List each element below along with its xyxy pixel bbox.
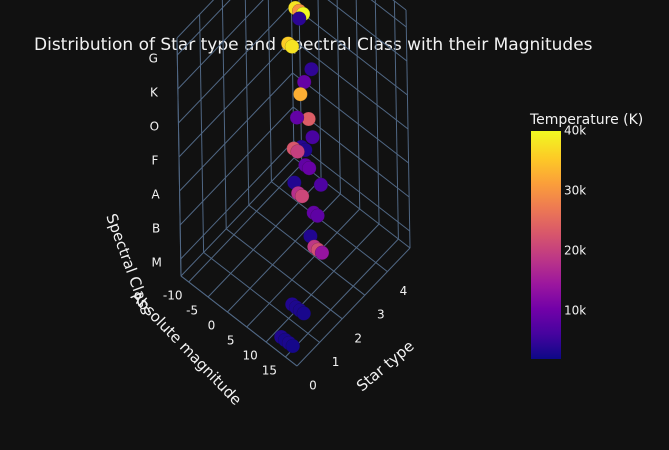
x-tick-label: 3 [377,308,385,322]
x-tick-label: 0 [309,379,317,393]
data-point[interactable] [301,160,317,176]
cube-edge [296,247,411,367]
colorbar-tick-label: 40k [564,124,586,138]
colorbar-tick-label: 30k [564,184,586,198]
z-tick-label: F [152,154,159,168]
grid-line [327,0,408,62]
cube-edge [405,9,411,249]
x-tick-label: 1 [332,355,340,369]
data-point[interactable] [305,129,320,145]
grid-line [291,4,408,96]
data-point[interactable] [296,306,312,321]
cube-edge [290,0,295,159]
z-tick-label: G [149,52,158,66]
y-tick-label: 10 [242,349,257,363]
y-tick-label: 5 [227,334,235,348]
x-tick-label: 2 [354,331,362,345]
colorbar: Temperature (K) 10k 20k 30k 40k [529,112,643,359]
grid-line [225,228,343,320]
grid-line [246,208,361,328]
grid-line [177,0,264,90]
points-layer [273,0,330,354]
data-point[interactable] [313,177,329,193]
z-tick-label: K [150,86,159,100]
z-tick-label: O [150,120,159,134]
x-tick-label: 4 [400,284,408,298]
data-point[interactable] [289,110,305,125]
y-tick-label: 0 [208,319,216,333]
data-point[interactable] [310,208,325,224]
data-point[interactable] [291,11,307,26]
grid-line [244,0,250,206]
colorbar-gradient [531,131,561,359]
grid-line [179,106,294,226]
x-axis-label: Star type [353,337,417,395]
z-tick-label: B [152,222,160,236]
grid-line [370,0,407,28]
data-point[interactable] [294,188,310,204]
grid-line [178,38,293,158]
data-point[interactable] [293,86,308,102]
grid-line [179,72,293,192]
data-point[interactable] [314,245,330,261]
data-point[interactable] [284,39,300,54]
data-point[interactable] [285,338,301,354]
grid-line [291,38,409,130]
cube-edge [180,157,295,277]
chart-title: Distribution of Star type and Spectral C… [34,35,593,55]
grid-line [292,72,409,164]
y-tick-label: 15 [262,364,277,378]
grid-line [188,163,303,283]
grid-line [336,0,341,195]
grid-line [178,4,292,124]
cube-edge [180,275,298,367]
colorbar-ticks: 10k 20k 30k 40k [564,124,586,318]
cube-edge [176,0,215,39]
colorbar-title: Temperature (K) [529,112,643,128]
data-point[interactable] [290,144,305,159]
colorbar-tick-label: 10k [564,304,586,318]
y-tick-label: -10 [163,289,183,303]
cube-edge [176,37,182,277]
grid-line [355,0,361,210]
colorbar-tick-label: 20k [564,244,586,258]
grid-line [180,140,295,260]
grid-layer [176,0,411,367]
grid-line [271,181,388,272]
grid-line [265,223,380,343]
data-point[interactable] [304,61,319,77]
grid-line [374,0,380,225]
grid-line [285,238,399,358]
data-point[interactable] [296,74,312,90]
grid-line [248,204,366,296]
grid-line [203,252,320,343]
z-tick-label: M [152,256,162,270]
grid-line [293,140,411,232]
grid-line [176,0,231,56]
z-tick-label: A [151,188,160,202]
y-tick-label: -5 [186,304,198,318]
